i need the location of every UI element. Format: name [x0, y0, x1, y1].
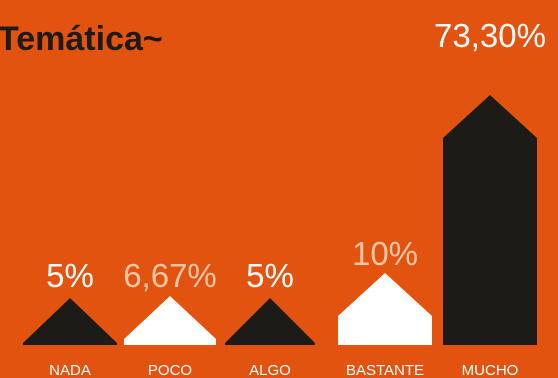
value-label-algo: 5% — [246, 257, 294, 294]
value-label-poco: 6,67% — [123, 257, 217, 294]
bar-algo — [225, 298, 315, 345]
bar-mucho — [443, 95, 537, 345]
bar-poco — [124, 296, 216, 345]
chart-title: Temática~ — [0, 20, 163, 58]
category-label-nada: NADA — [49, 362, 91, 378]
bar-nada — [23, 298, 117, 345]
bar-bastante — [338, 273, 432, 345]
value-label-bastante: 10% — [352, 235, 418, 272]
chart-marks: 5% NADA 6,67% POCO 5% ALGO 10% BASTANTE 73,30% MU… — [23, 17, 546, 378]
category-label-poco: POCO — [148, 362, 192, 378]
value-label-nada: 5% — [46, 257, 94, 294]
category-label-mucho: MUCHO — [462, 362, 519, 378]
value-label-mucho: 73,30% — [434, 17, 546, 54]
category-label-bastante: BASTANTE — [346, 362, 424, 378]
category-label-algo: ALGO — [249, 362, 291, 378]
